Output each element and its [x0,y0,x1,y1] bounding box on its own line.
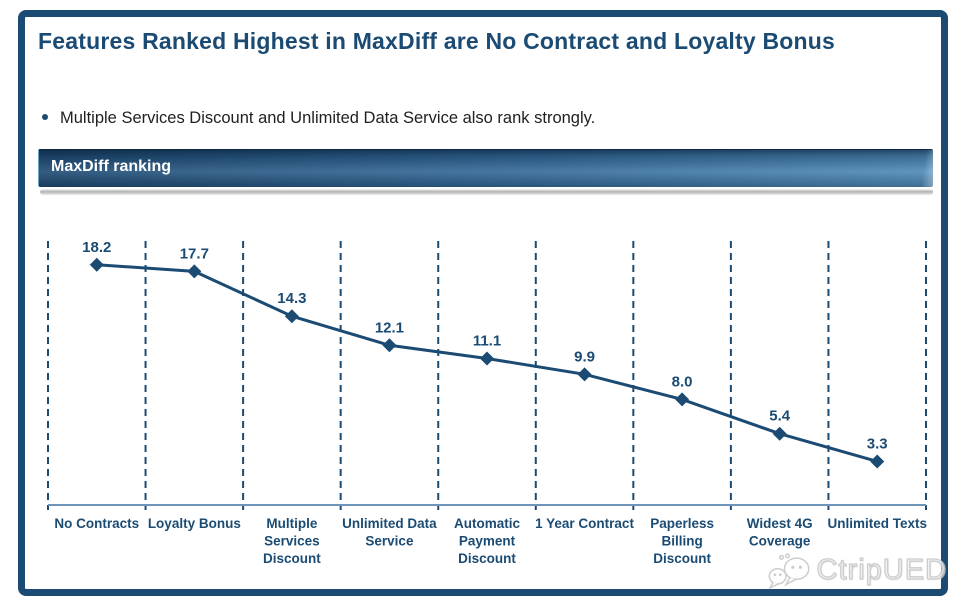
category-label: Widest 4G Coverage [747,516,813,549]
bullet-dot-icon [42,114,48,121]
watermark: CtripUED [767,543,947,598]
category-label: No Contracts [54,516,139,531]
page-title: Features Ranked Highest in MaxDiff are N… [38,28,836,54]
data-point-marker [577,367,592,382]
data-label: 9.9 [574,348,595,365]
category-label: Automatic Payment Discount [454,516,520,566]
banner-drop-shadow [40,189,933,195]
category-label: 1 Year Contract [535,516,634,531]
data-point-marker [187,264,202,279]
banner-bevel-highlight [921,150,939,187]
data-point-marker [89,257,104,272]
category-label: Paperless Billing Discount [650,516,714,566]
category-label: Multiple Services Discount [263,516,321,566]
section-header-label: MaxDiff ranking [51,158,172,175]
data-label: 12.1 [375,319,404,336]
slide-frame: Features Ranked Highest in MaxDiff are N… [18,10,948,596]
data-label: 11.1 [473,332,501,349]
bullet-item: Multiple Services Discount and Unlimited… [40,108,900,129]
data-label: 8.0 [672,373,693,390]
category-label: Loyalty Bonus [148,516,241,531]
data-point-marker [870,454,885,469]
section-header-banner: MaxDiff ranking [38,149,939,187]
bullet-text: Multiple Services Discount and Unlimited… [60,109,596,127]
data-point-marker [382,338,397,353]
chat-bubbles-logo-icon [768,552,810,589]
data-label: 14.3 [277,290,306,307]
data-point-marker [284,309,299,324]
data-point-marker [675,392,690,407]
maxdiff-line-chart: 18.2 17.7 14.3 12.1 11.1 9.9 8.0 5.4 3.3 No Contr… [47,239,927,566]
data-point-marker [480,351,494,366]
category-label: Unlimited Data Service [342,516,437,549]
data-point-marker [772,426,787,441]
category-label: Unlimited Texts [827,516,927,531]
data-label: 3.3 [867,435,888,452]
data-label: 18.2 [82,239,111,256]
watermark-text: CtripUED [816,553,947,586]
data-label: 5.4 [769,408,791,425]
data-label: 17.7 [180,245,209,262]
